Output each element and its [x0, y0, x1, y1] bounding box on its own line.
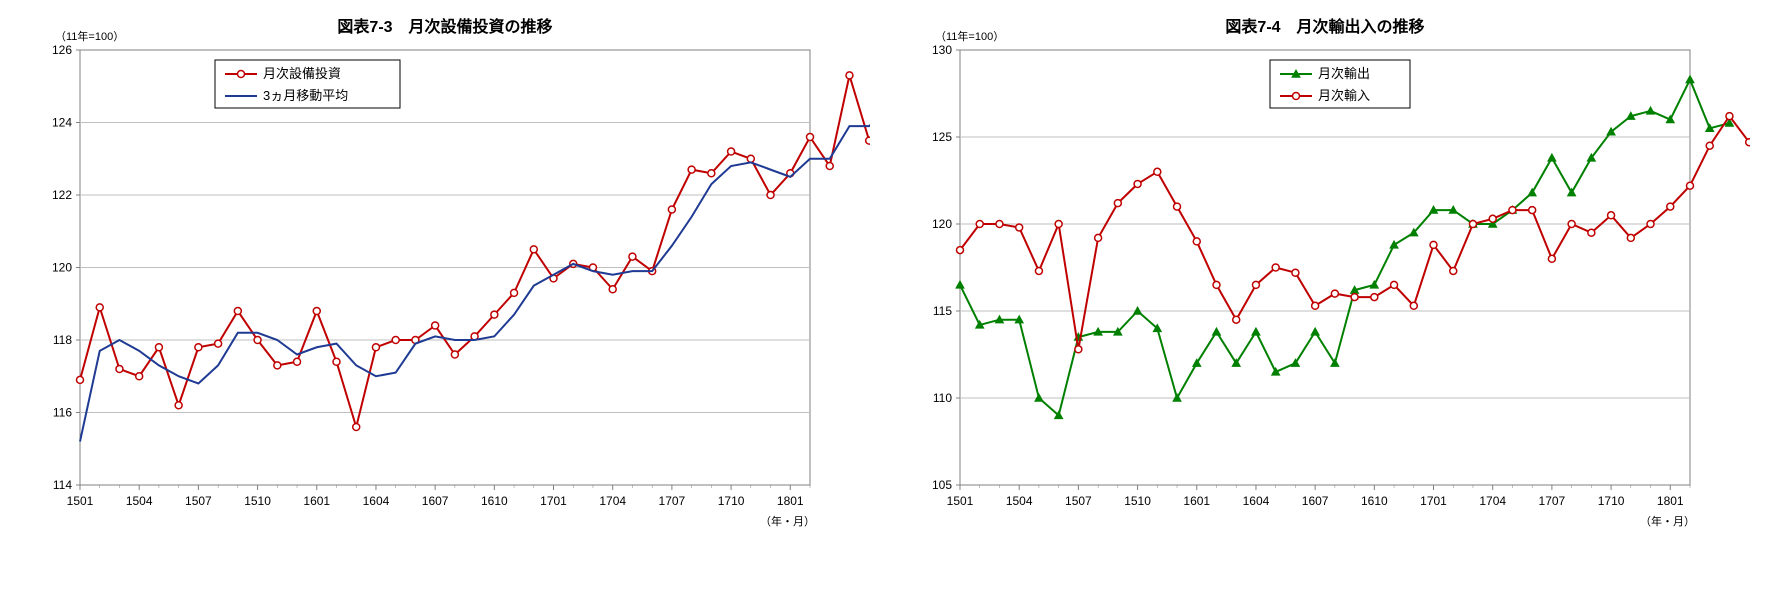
x-axis-unit-left: （年・月） [760, 513, 815, 529]
x-axis-unit-right: （年・月） [1640, 513, 1695, 529]
svg-text:124: 124 [52, 116, 72, 130]
svg-text:1707: 1707 [1539, 494, 1566, 508]
svg-text:116: 116 [53, 406, 72, 420]
svg-text:130: 130 [932, 43, 952, 57]
svg-text:月次設備投資: 月次設備投資 [263, 66, 341, 81]
svg-text:1601: 1601 [1183, 494, 1210, 508]
y-axis-unit-left: （11年=100） [55, 28, 124, 44]
svg-text:120: 120 [932, 217, 952, 231]
svg-text:1504: 1504 [1006, 494, 1033, 508]
svg-text:1701: 1701 [1420, 494, 1447, 508]
svg-text:1510: 1510 [244, 494, 271, 508]
svg-text:126: 126 [52, 43, 72, 57]
svg-text:1604: 1604 [363, 494, 390, 508]
chart-svg-left: 図表7-3 月次設備投資の推移 114 116 118 120 122 124 126 1501… [10, 10, 870, 550]
svg-text:1501: 1501 [67, 494, 94, 508]
svg-text:図表7-3 月次設備投資の推移: 図表7-3 月次設備投資の推移 [337, 17, 552, 36]
svg-text:1704: 1704 [599, 494, 626, 508]
svg-text:1507: 1507 [1065, 494, 1092, 508]
svg-text:114: 114 [53, 478, 72, 492]
svg-text:月次輸入: 月次輸入 [1318, 88, 1370, 103]
svg-text:1610: 1610 [1361, 494, 1388, 508]
svg-text:122: 122 [52, 188, 72, 202]
svg-text:1601: 1601 [303, 494, 330, 508]
svg-text:1710: 1710 [1598, 494, 1625, 508]
svg-text:1604: 1604 [1243, 494, 1270, 508]
chart-7-3: （11年=100） 図表7-3 月次設備投資の推移 114 116 118 120 122… [10, 10, 870, 550]
chart-svg-right: 図表7-4 月次輸出入の推移 105 110 115 120 125 130 1501 1504… [890, 10, 1750, 550]
svg-text:110: 110 [933, 391, 952, 405]
svg-text:1501: 1501 [947, 494, 974, 508]
svg-text:1607: 1607 [422, 494, 449, 508]
svg-text:125: 125 [932, 130, 952, 144]
svg-text:118: 118 [53, 333, 72, 347]
svg-text:1801: 1801 [777, 494, 804, 508]
svg-text:120: 120 [52, 261, 72, 275]
svg-text:1610: 1610 [481, 494, 508, 508]
svg-text:月次輸出: 月次輸出 [1318, 66, 1370, 81]
svg-text:1510: 1510 [1124, 494, 1151, 508]
svg-text:1607: 1607 [1302, 494, 1329, 508]
svg-text:3ヵ月移動平均: 3ヵ月移動平均 [263, 88, 348, 103]
svg-text:1707: 1707 [659, 494, 686, 508]
svg-text:1504: 1504 [126, 494, 153, 508]
chart-7-4: （11年=100） 図表7-4 月次輸出入の推移 105 110 115 120 125 1… [890, 10, 1750, 550]
svg-text:115: 115 [933, 304, 952, 318]
svg-text:1704: 1704 [1479, 494, 1506, 508]
svg-text:図表7-4 月次輸出入の推移: 図表7-4 月次輸出入の推移 [1225, 17, 1424, 36]
svg-text:1507: 1507 [185, 494, 212, 508]
svg-text:105: 105 [932, 478, 952, 492]
y-axis-unit-right: （11年=100） [935, 28, 1004, 44]
svg-text:1701: 1701 [540, 494, 567, 508]
svg-text:1801: 1801 [1657, 494, 1684, 508]
svg-text:1710: 1710 [718, 494, 745, 508]
